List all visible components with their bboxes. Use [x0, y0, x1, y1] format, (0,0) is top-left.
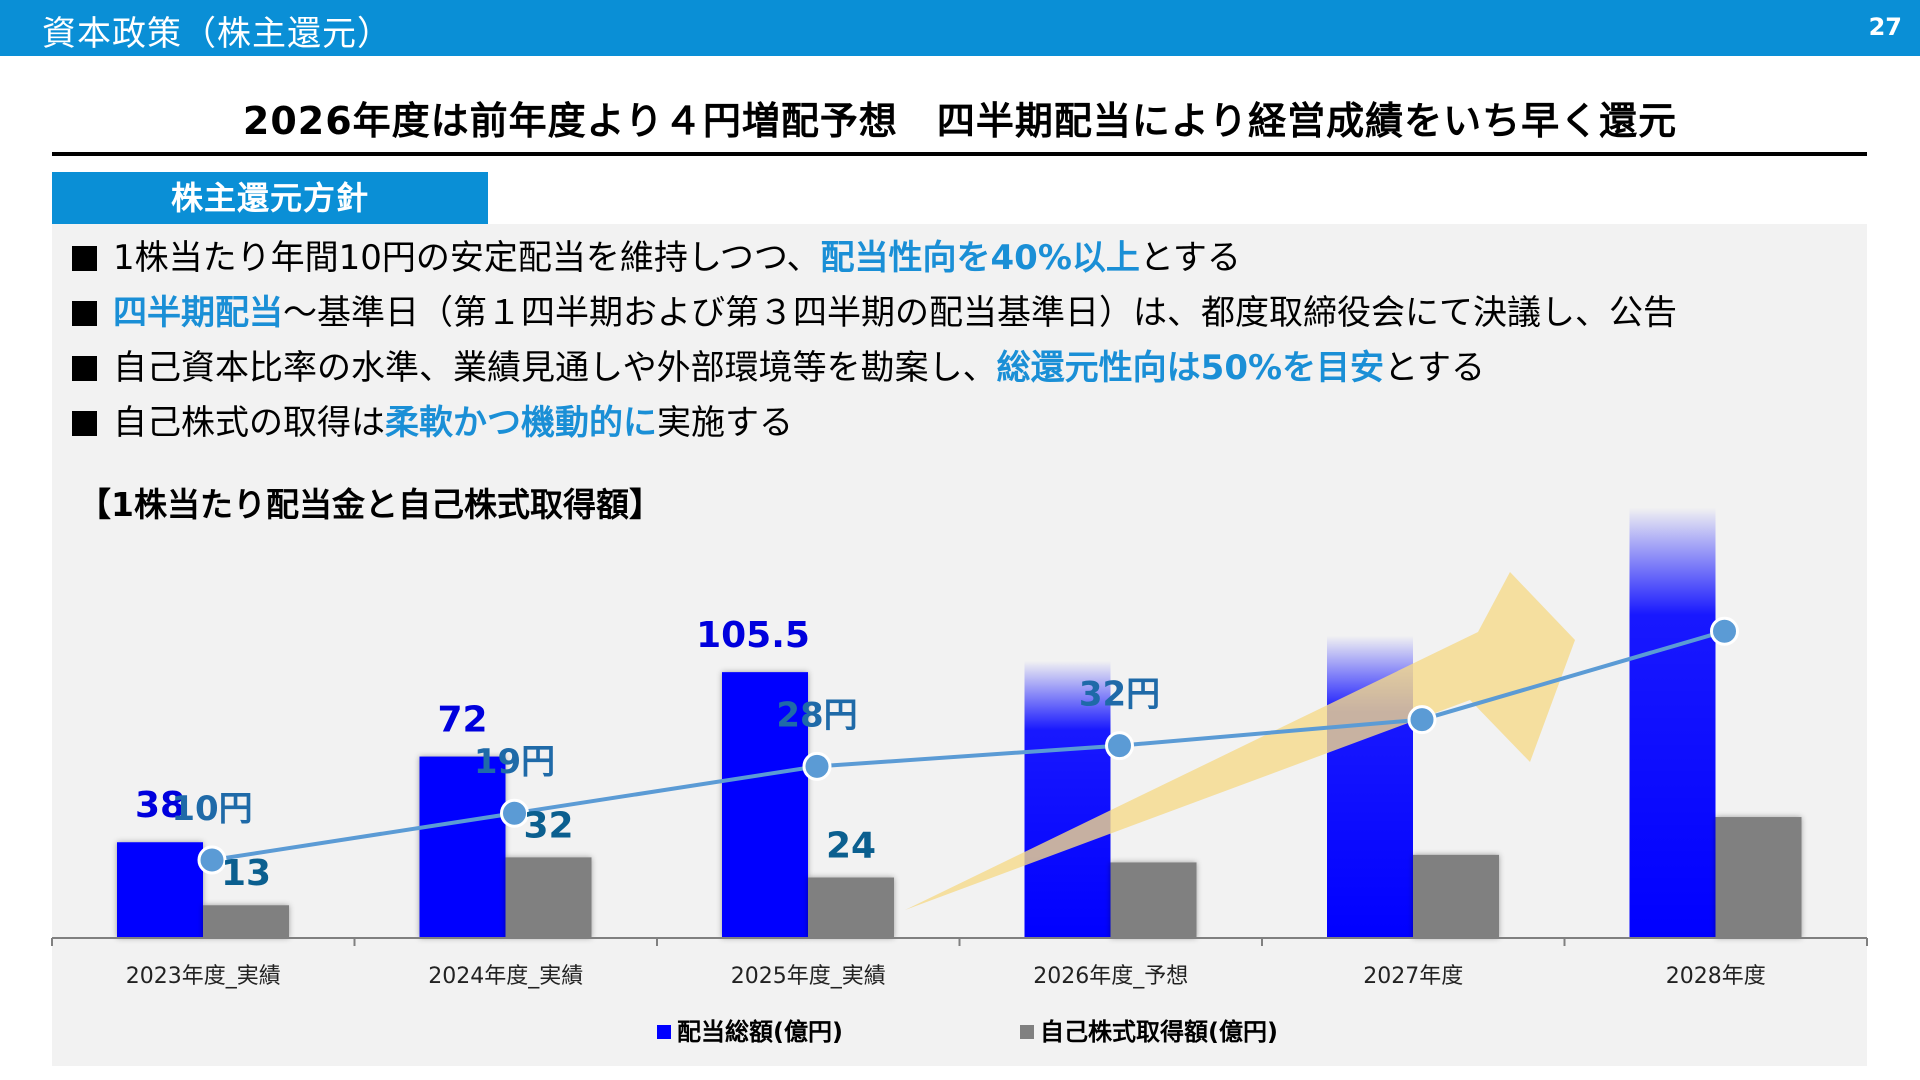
policy-text: 自己資本比率の水準、業績見通しや外部環境等を勘案し、 [113, 348, 997, 388]
dps-point [1710, 616, 1739, 646]
dps-point [802, 751, 832, 781]
dividend-bar [117, 842, 203, 938]
policy-item: 自己資本比率の水準、業績見通しや外部環境等を勘案し、総還元性向は50%を目安とす… [72, 346, 1677, 401]
buyback-bar [1110, 862, 1197, 938]
legend-label: 自己株式取得額(億円) [1040, 1018, 1278, 1046]
policy-text: 実施する [657, 403, 793, 443]
policy-text: 自己株式の取得は [113, 403, 385, 443]
x-axis: 2023年度_実績 2024年度_実績 2025年度_実績 2026年度_予想 2027… [51, 937, 1868, 989]
headline: 2026年度は前年度より４円増配予想 四半期配当により経営成績をいち早く還元 [242, 99, 1678, 143]
chart-title: 【1株当たり配当金と自己株式取得額】 [78, 485, 662, 524]
policy-item: 自己株式の取得は柔軟かつ機動的に実施する [72, 401, 1677, 456]
legend-buyback: 自己株式取得額(億円) [1020, 1012, 1278, 1047]
policy-highlight: 四半期配当 [113, 293, 283, 333]
policy-highlight: 柔軟かつ機動的に [385, 403, 657, 443]
bars-layer [117, 507, 1802, 938]
dps-value-label: 32円 [1079, 675, 1160, 715]
x-tick-label: 2025年度_実績 [731, 964, 886, 989]
square-bullet-icon [72, 246, 97, 271]
policy-list: 1株当たり年間10円の安定配当を維持しつつ、配当性向を40%以上とする 四半期配… [72, 236, 1677, 456]
legend-swatch-dividend [657, 1025, 671, 1039]
legend-swatch-buyback [1020, 1025, 1034, 1039]
data-labels-layer: 38 13 72 32 105.5 24 10円 19円 28円 32円 [135, 615, 1160, 894]
buyback-value-label: 32 [523, 805, 573, 846]
policy-item: 1株当たり年間10円の安定配当を維持しつつ、配当性向を40%以上とする [72, 236, 1677, 291]
dividend-value-label: 105.5 [696, 615, 810, 656]
dividend-bar [1024, 660, 1111, 938]
dps-point [1407, 705, 1437, 735]
buyback-bar [1715, 817, 1802, 938]
page-number: 27 [1868, 13, 1902, 41]
headline-divider [52, 152, 1867, 156]
dps-line [211, 629, 1726, 862]
dividend-value-label: 38 [135, 785, 185, 826]
policy-text: 〜基準日（第１四半期および第３四半期の配当基準日）は、都度取締役会にて決議し、公… [283, 293, 1677, 333]
x-tick-label: 2024年度_実績 [428, 964, 583, 989]
square-bullet-icon [72, 411, 97, 436]
policy-highlight: 配当性向を40%以上 [820, 238, 1140, 278]
trend-arrow [905, 572, 1575, 910]
dps-value-label: 19円 [474, 742, 555, 782]
trend-arrow-layer [905, 572, 1575, 910]
policy-text: 1株当たり年間10円の安定配当を維持しつつ、 [113, 238, 821, 278]
buyback-bar [203, 905, 289, 938]
policy-item: 四半期配当〜基準日（第１四半期および第３四半期の配当基準日）は、都度取締役会にて… [72, 291, 1677, 346]
x-tick-label: 2027年度 [1363, 964, 1463, 989]
dividend-bar [419, 756, 506, 938]
dps-point [500, 798, 529, 828]
buyback-value-label: 13 [221, 853, 271, 894]
dps-point [1105, 731, 1134, 761]
header-bar: 資本政策（株主還元） 27 [0, 0, 1920, 56]
dps-value-label: 28円 [776, 695, 857, 735]
policy-text: とする [1139, 238, 1241, 278]
buyback-bar [505, 857, 592, 938]
square-bullet-icon [72, 301, 97, 326]
buyback-value-label: 24 [826, 826, 876, 867]
policy-highlight: 総還元性向は50%を目安 [996, 348, 1385, 388]
legend-label: 配当総額(億円) [677, 1018, 843, 1046]
buyback-bar [1413, 854, 1499, 938]
policy-tab: 株主還元方針 [52, 172, 488, 224]
page-section-title: 資本政策（株主還元） [42, 14, 392, 54]
square-bullet-icon [72, 356, 97, 381]
dividend-bar [1629, 507, 1716, 938]
x-tick-label: 2028年度 [1666, 964, 1766, 989]
dividend-value-label: 72 [437, 700, 487, 741]
legend-dividend: 配当総額(億円) [657, 1012, 843, 1047]
dps-value-label: 10円 [171, 789, 252, 829]
dividend-bar [722, 672, 808, 938]
x-tick-label: 2023年度_実績 [126, 964, 281, 989]
buyback-bar [808, 877, 894, 938]
policy-text: とする [1384, 348, 1486, 388]
dps-point [197, 845, 227, 875]
dps-line-layer [197, 616, 1739, 875]
x-tick-label: 2026年度_予想 [1033, 964, 1188, 989]
